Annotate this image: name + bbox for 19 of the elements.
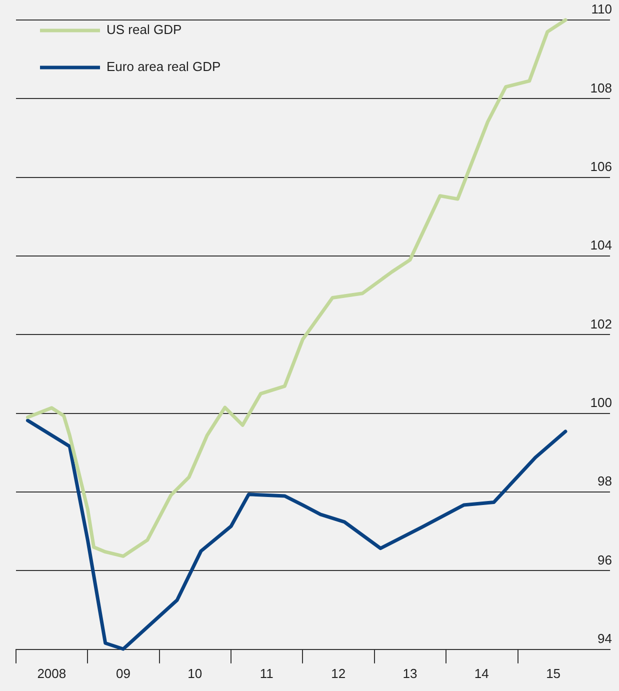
y-tick-label: 94 <box>598 630 612 646</box>
y-tick-label: 96 <box>598 552 612 568</box>
x-tick-label: 2008 <box>37 666 66 681</box>
x-tick-label: 11 <box>260 666 274 681</box>
y-tick-label: 108 <box>590 80 612 96</box>
y-tick-label: 106 <box>590 158 612 174</box>
y-tick-label: 104 <box>590 238 612 253</box>
x-tick-label: 10 <box>188 666 202 681</box>
x-tick-label: 12 <box>331 666 346 681</box>
legend-label: US real GDP <box>106 22 182 38</box>
x-tick-label: 13 <box>402 666 418 681</box>
x-tick-label: 14 <box>474 666 489 681</box>
y-tick-label: 100 <box>590 394 612 410</box>
y-tick-label: 102 <box>590 316 612 332</box>
x-tick-label: 15 <box>546 666 561 681</box>
x-tick-label: 09 <box>116 666 130 681</box>
y-tick-label: 98 <box>598 474 612 489</box>
legend-label: Euro area real GDP <box>106 59 221 74</box>
y-tick-label: 110 <box>591 2 612 17</box>
